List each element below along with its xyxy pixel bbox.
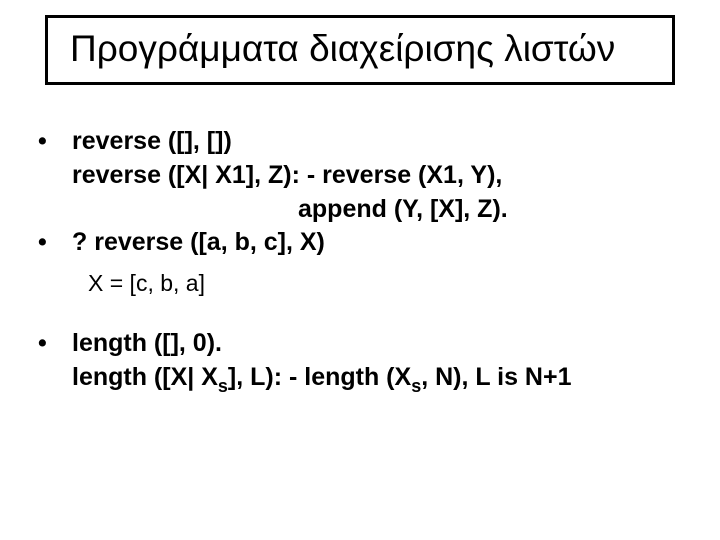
- subscript-s-2: s: [411, 376, 421, 396]
- length-base-case: length ([], 0).: [72, 327, 698, 361]
- length-seg-b: ], L): - length (X: [228, 363, 411, 391]
- query-result: X = [c, b, a]: [38, 268, 698, 299]
- length-seg-c: , N), L is N+1: [421, 363, 571, 391]
- reverse-append: append (Y, [X], Z).: [38, 193, 698, 227]
- bullet-dot: •: [38, 327, 72, 361]
- bullet-dot: •: [38, 226, 72, 260]
- reverse-recursive: reverse ([X| X1], Z): - reverse (X1, Y),: [38, 159, 698, 193]
- length-recursive: length ([X| Xs], L): - length (Xs, N), L…: [38, 361, 698, 397]
- spacer: [38, 299, 698, 327]
- reverse-base-case: reverse ([], []): [72, 125, 698, 159]
- reverse-query: ? reverse ([a, b, c], X): [72, 226, 698, 260]
- bullet-item-2: • ? reverse ([a, b, c], X): [38, 226, 698, 260]
- title-box: Προγράμματα διαχείρισης λιστών: [45, 15, 675, 85]
- subscript-s-1: s: [218, 376, 228, 396]
- bullet-item-1: • reverse ([], []): [38, 125, 698, 159]
- content-area: • reverse ([], []) reverse ([X| X1], Z):…: [38, 125, 698, 397]
- page-title: Προγράμματα διαχείρισης λιστών: [70, 28, 650, 70]
- length-seg-a: length ([X| X: [72, 363, 218, 391]
- bullet-dot: •: [38, 125, 72, 159]
- bullet-item-3: • length ([], 0).: [38, 327, 698, 361]
